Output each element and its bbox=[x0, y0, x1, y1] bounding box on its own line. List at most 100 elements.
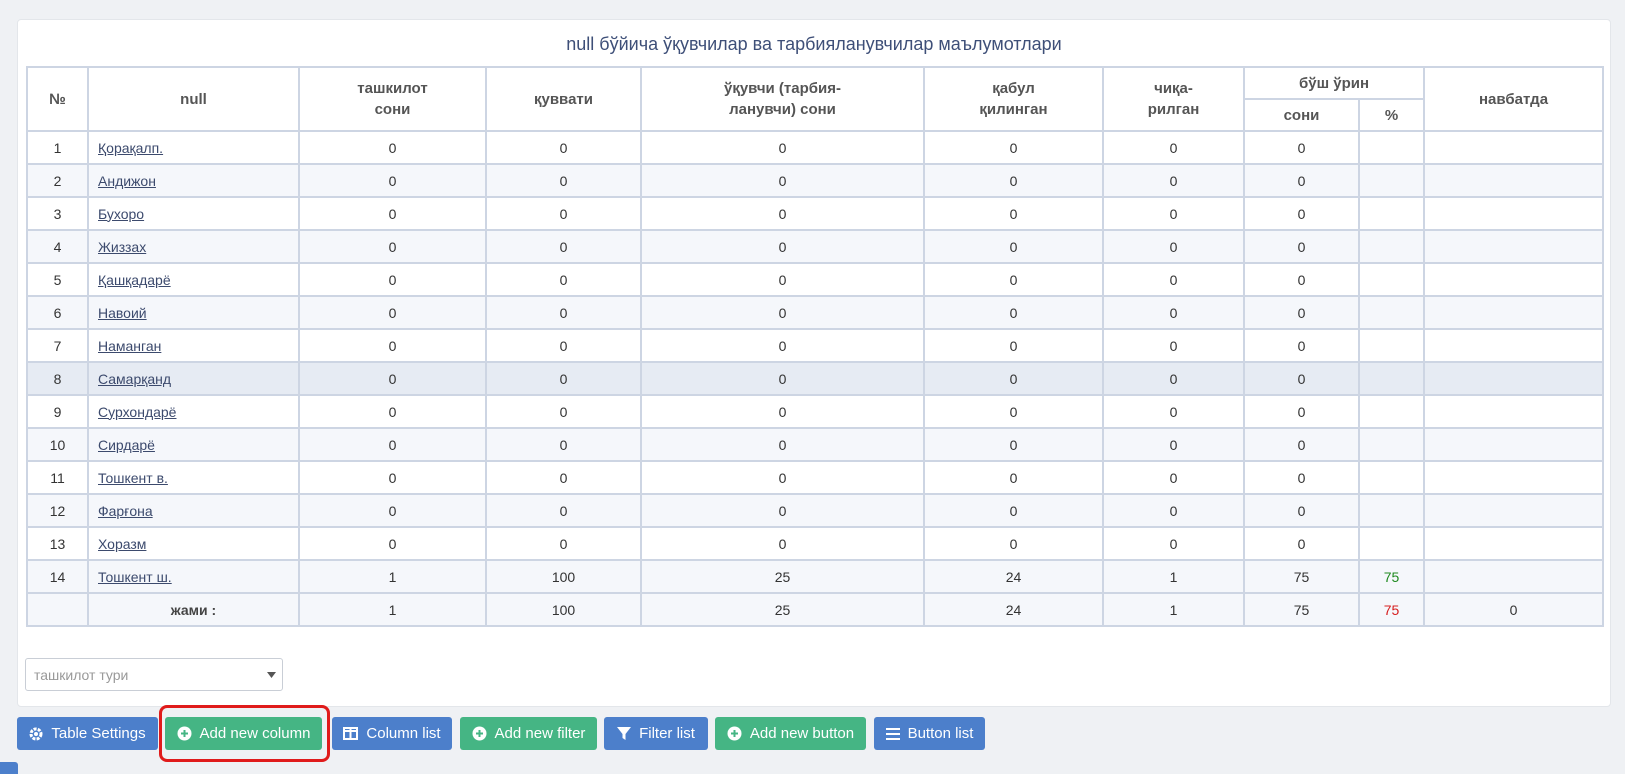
button-label: Add new button bbox=[749, 725, 855, 742]
row-number: 2 bbox=[26, 163, 89, 198]
table-body: 1 Қорақалп. 0 0 0 0 0 0 2 Андижон 0 0 0 0 0 0 3 Бухоро 0 0 0… bbox=[26, 130, 1605, 594]
icon bbox=[29, 727, 43, 740]
name-cell: Жиззах bbox=[87, 229, 300, 264]
highlight-ring bbox=[159, 705, 330, 762]
cell bbox=[1357, 427, 1426, 462]
cell: 0 bbox=[1243, 328, 1360, 363]
region-link[interactable]: Тошкент ш. bbox=[98, 568, 172, 585]
cell: 0 bbox=[485, 262, 642, 297]
button-label: Table Settings bbox=[51, 725, 146, 742]
cell: 0 bbox=[485, 229, 642, 264]
icon bbox=[617, 726, 632, 740]
region-link[interactable]: Фарғона bbox=[98, 502, 153, 519]
table-row: 1 Қорақалп. 0 0 0 0 0 0 bbox=[26, 130, 1605, 165]
region-link[interactable]: Андижон bbox=[98, 172, 156, 189]
cell: 0 bbox=[923, 262, 1104, 297]
total-row: жами :1 100 25 24 1 75 75 0 bbox=[26, 592, 1605, 627]
cell bbox=[1357, 394, 1426, 429]
cell: 0 bbox=[298, 229, 487, 264]
cell: 0 bbox=[1243, 427, 1360, 462]
cell: 0 bbox=[485, 526, 642, 561]
row-number: 8 bbox=[26, 361, 89, 396]
cell: 0 bbox=[640, 427, 925, 462]
cell bbox=[1357, 361, 1426, 396]
cell bbox=[1357, 130, 1426, 165]
header-cell: ташкилот сони bbox=[298, 66, 487, 132]
button[interactable]: Filter list bbox=[604, 717, 708, 750]
cell bbox=[1423, 361, 1605, 396]
cell: 0 bbox=[1102, 262, 1245, 297]
region-link[interactable]: Хоразм bbox=[98, 535, 147, 552]
cell: 0 bbox=[640, 295, 925, 330]
button-label: Filter list bbox=[639, 725, 695, 742]
region-link[interactable]: Сирдарё bbox=[98, 436, 155, 453]
cell: 0 bbox=[298, 262, 487, 297]
table-row: 13 Хоразм 0 0 0 0 0 0 bbox=[26, 526, 1605, 561]
cell: 25 bbox=[640, 592, 925, 627]
cell: 0 bbox=[1102, 526, 1245, 561]
cell: 0 bbox=[923, 163, 1104, 198]
cell: 0 bbox=[298, 163, 487, 198]
table-row: 12 Фарғона 0 0 0 0 0 0 bbox=[26, 493, 1605, 528]
region-link[interactable]: Навоий bbox=[98, 304, 147, 321]
name-cell: Хоразм bbox=[87, 526, 300, 561]
cell bbox=[1423, 262, 1605, 297]
button[interactable]: Button list bbox=[874, 717, 985, 750]
cell bbox=[1357, 493, 1426, 528]
region-link[interactable]: Қорақалп. bbox=[98, 139, 164, 156]
row-number: 6 bbox=[26, 295, 89, 330]
cell: 0 bbox=[298, 493, 487, 528]
scroll-top[interactable] bbox=[0, 762, 18, 774]
cell bbox=[1423, 229, 1605, 264]
region-link[interactable]: Самарқанд bbox=[98, 370, 172, 387]
name-cell: Сурхондарё bbox=[87, 394, 300, 429]
region-link[interactable]: Наманган bbox=[98, 337, 162, 354]
row-number: 3 bbox=[26, 196, 89, 231]
region-link[interactable]: Тошкент в. bbox=[98, 469, 168, 486]
cell: 0 bbox=[1243, 163, 1360, 198]
name-cell: Сирдарё bbox=[87, 427, 300, 462]
cell: 75 bbox=[1357, 592, 1426, 627]
region-link[interactable]: Бухоро bbox=[98, 205, 145, 222]
type-select[interactable]: ташкилот тури bbox=[25, 658, 283, 691]
cell: 0 bbox=[640, 526, 925, 561]
name-cell: Тошкент ш. bbox=[87, 559, 300, 594]
header-cell: навбатда bbox=[1423, 66, 1605, 132]
region-link[interactable]: Қашқадарё bbox=[98, 271, 171, 288]
cell: 0 bbox=[298, 295, 487, 330]
cell: 0 bbox=[298, 361, 487, 396]
cell: 0 bbox=[1102, 229, 1245, 264]
region-link[interactable]: Жиззах bbox=[98, 238, 147, 255]
cell bbox=[1423, 526, 1605, 561]
cell: 0 bbox=[1102, 130, 1245, 165]
row-number: 14 bbox=[26, 559, 89, 594]
cell bbox=[26, 592, 89, 627]
cell bbox=[1357, 460, 1426, 495]
table-row: 4 Жиззах 0 0 0 0 0 0 bbox=[26, 229, 1605, 264]
button[interactable]: Table Settings bbox=[17, 717, 158, 750]
cell: 0 bbox=[298, 427, 487, 462]
name-cell: Самарқанд bbox=[87, 361, 300, 396]
icon bbox=[885, 727, 900, 740]
button[interactable]: Add new button bbox=[715, 717, 866, 750]
region-link[interactable]: Сурхондарё bbox=[98, 403, 177, 420]
table-footer: жами :1 100 25 24 1 75 75 0 bbox=[26, 592, 1605, 627]
cell bbox=[1357, 526, 1426, 561]
cell bbox=[1357, 328, 1426, 363]
button[interactable]: Add new filter bbox=[460, 717, 597, 750]
cell: 0 bbox=[1102, 394, 1245, 429]
cell: 0 bbox=[485, 196, 642, 231]
cell: 100 bbox=[485, 592, 642, 627]
button[interactable]: Add new column bbox=[165, 717, 322, 750]
cell: 0 bbox=[298, 394, 487, 429]
cell: 0 bbox=[640, 196, 925, 231]
cell bbox=[1423, 493, 1605, 528]
row-number: 9 bbox=[26, 394, 89, 429]
header-cell: чиқа- рилган bbox=[1102, 66, 1245, 132]
cell: 0 bbox=[923, 229, 1104, 264]
table-row: 5 Қашқадарё 0 0 0 0 0 0 bbox=[26, 262, 1605, 297]
cell: 0 bbox=[923, 196, 1104, 231]
button[interactable]: Column list bbox=[332, 717, 452, 750]
cell: 75 bbox=[1357, 559, 1426, 594]
